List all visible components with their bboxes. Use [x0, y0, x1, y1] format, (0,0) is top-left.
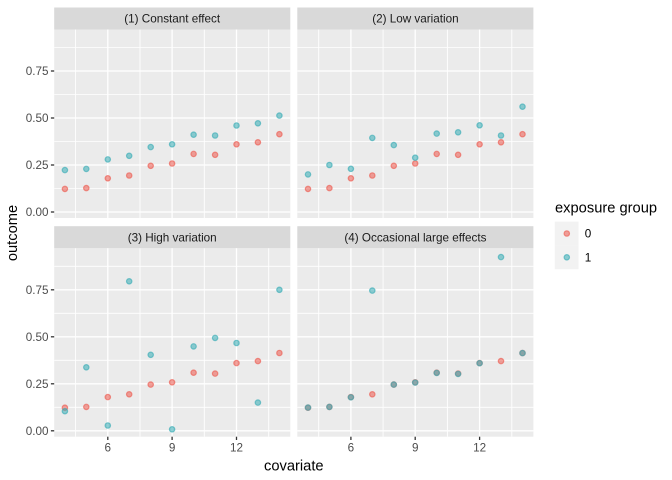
svg-text:0.25: 0.25 — [26, 378, 49, 391]
svg-text:exposure group: exposure group — [555, 201, 657, 217]
svg-text:9: 9 — [412, 442, 419, 455]
svg-text:0: 0 — [585, 228, 592, 241]
svg-text:(1) Constant effect: (1) Constant effect — [124, 13, 221, 26]
svg-text:12: 12 — [230, 442, 243, 455]
svg-text:12: 12 — [473, 442, 486, 455]
svg-text:0.25: 0.25 — [26, 159, 49, 172]
svg-text:outcome: outcome — [5, 205, 21, 261]
svg-text:6: 6 — [105, 442, 112, 455]
svg-text:0.75: 0.75 — [26, 284, 49, 297]
svg-text:6: 6 — [348, 442, 355, 455]
svg-text:covariate: covariate — [264, 459, 324, 475]
svg-text:1: 1 — [585, 252, 592, 265]
svg-text:(4) Occasional large effects: (4) Occasional large effects — [344, 231, 486, 244]
svg-text:0.00: 0.00 — [26, 425, 49, 438]
svg-text:0.50: 0.50 — [26, 331, 49, 344]
svg-text:0.75: 0.75 — [26, 65, 49, 78]
svg-text:9: 9 — [169, 442, 176, 455]
svg-text:0.00: 0.00 — [26, 206, 49, 219]
svg-text:0.50: 0.50 — [26, 112, 49, 125]
svg-text:(3) High variation: (3) High variation — [128, 231, 217, 244]
svg-text:(2) Low variation: (2) Low variation — [372, 13, 458, 26]
